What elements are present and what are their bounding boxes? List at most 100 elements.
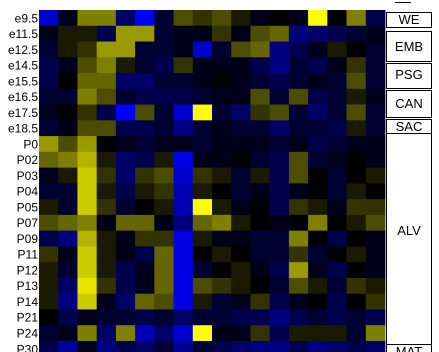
heatmap-cell xyxy=(288,183,309,200)
heatmap-cell xyxy=(327,167,347,184)
heatmap-cell xyxy=(288,167,309,184)
heatmap-cell xyxy=(115,325,136,342)
heatmap-cell xyxy=(346,199,367,216)
heatmap-cell xyxy=(365,73,386,90)
heatmap-cell xyxy=(250,246,271,263)
heatmap-cell xyxy=(58,136,78,153)
heatmap-cell xyxy=(231,41,251,58)
heatmap-cell xyxy=(58,246,78,263)
heatmap-cell xyxy=(212,183,232,200)
heatmap-cell xyxy=(231,199,251,216)
heatmap-cell xyxy=(212,120,232,137)
heatmap-cell xyxy=(346,246,367,263)
heatmap-cell xyxy=(115,25,136,42)
heatmap-cell xyxy=(58,199,78,216)
heatmap-cell xyxy=(58,293,78,310)
heatmap-cell xyxy=(96,214,117,232)
heatmap-cell xyxy=(327,183,347,200)
heatmap-cell xyxy=(77,10,98,27)
heatmap-cell xyxy=(58,325,78,342)
heatmap-cell xyxy=(212,104,232,121)
heatmap-cell xyxy=(250,230,271,247)
heatmap-cell xyxy=(115,136,136,153)
heatmap-cell xyxy=(269,262,290,279)
heatmap-cell xyxy=(346,41,367,58)
row-label: e15.5 xyxy=(8,74,38,88)
heatmap-cell xyxy=(173,293,194,310)
heatmap-cell xyxy=(154,246,174,263)
heatmap-cell xyxy=(212,25,232,42)
heatmap-cell xyxy=(154,151,174,168)
heatmap-cell xyxy=(58,104,78,121)
heatmap-cell xyxy=(231,230,251,247)
heatmap-cell xyxy=(135,183,155,200)
heatmap-cell xyxy=(115,230,136,247)
heatmap-cell xyxy=(192,230,213,247)
heatmap-cell xyxy=(269,293,290,310)
heatmap-cell xyxy=(231,104,251,121)
heatmap-cell xyxy=(135,340,155,352)
heatmap-cell xyxy=(231,262,251,279)
heatmap-cell xyxy=(308,230,328,247)
heatmap-cell xyxy=(115,262,136,279)
row-label: P09 xyxy=(17,232,39,246)
heatmap-cell xyxy=(135,136,155,153)
heatmap-cell xyxy=(154,262,174,279)
heatmap-cell xyxy=(327,10,347,27)
heatmap-cell xyxy=(308,57,328,74)
heatmap-cell xyxy=(39,230,59,247)
heatmap-cell xyxy=(288,41,309,58)
heatmap-cell xyxy=(308,199,328,216)
heatmap-cell xyxy=(173,262,194,279)
heatmap-cell xyxy=(308,73,328,90)
heatmap-cell xyxy=(269,199,290,216)
heatmap-cell xyxy=(365,41,386,58)
heatmap-cell xyxy=(365,25,386,42)
heatmap-cell xyxy=(58,25,78,42)
row-label: e11.5 xyxy=(9,27,38,41)
heatmap-cell xyxy=(58,262,78,279)
heatmap-cell xyxy=(308,246,328,263)
heatmap-cell xyxy=(288,151,309,168)
heatmap-cell xyxy=(308,340,328,352)
heatmap-cell xyxy=(154,10,174,27)
stage-box xyxy=(386,344,432,352)
heatmap-cell xyxy=(135,25,155,42)
heatmap-cell xyxy=(154,214,174,232)
heatmap-cell xyxy=(77,214,98,232)
heatmap-cell xyxy=(212,277,232,295)
heatmap-cell xyxy=(288,340,309,352)
heatmap-cell xyxy=(173,136,194,153)
heatmap-cell xyxy=(269,230,290,247)
heatmap-cell xyxy=(192,120,213,137)
heatmap-cell xyxy=(96,340,117,352)
heatmap-cell xyxy=(154,104,174,121)
heatmap-cell xyxy=(173,25,194,42)
heatmap-cell xyxy=(212,230,232,247)
heatmap-cell xyxy=(115,120,136,137)
heatmap-cell xyxy=(96,309,117,326)
heatmap-cell xyxy=(154,167,174,184)
heatmap-cell xyxy=(135,41,155,58)
heatmap-cell xyxy=(365,230,386,247)
heatmap-cell xyxy=(39,104,59,121)
heatmap-cell xyxy=(39,262,59,279)
heatmap-cell xyxy=(96,88,117,105)
heatmap-cell xyxy=(308,151,328,168)
heatmap-cell xyxy=(212,41,232,58)
heatmap-cell xyxy=(212,325,232,342)
heatmap-cell xyxy=(39,340,59,352)
heatmap-cell xyxy=(327,325,347,342)
heatmap-cell xyxy=(39,277,59,295)
heatmap-cell xyxy=(346,120,367,137)
heatmap-cell xyxy=(154,309,174,326)
heatmap-cell xyxy=(77,88,98,105)
heatmap-cell xyxy=(269,88,290,105)
heatmap-cell xyxy=(327,25,347,42)
heatmap-cell xyxy=(77,25,98,42)
heatmap-cell xyxy=(96,10,117,27)
stage-label: ALV xyxy=(397,223,421,238)
row-label: e14.5 xyxy=(8,59,38,73)
stage-label: CAN xyxy=(395,96,422,111)
heatmap-cell xyxy=(250,262,271,279)
